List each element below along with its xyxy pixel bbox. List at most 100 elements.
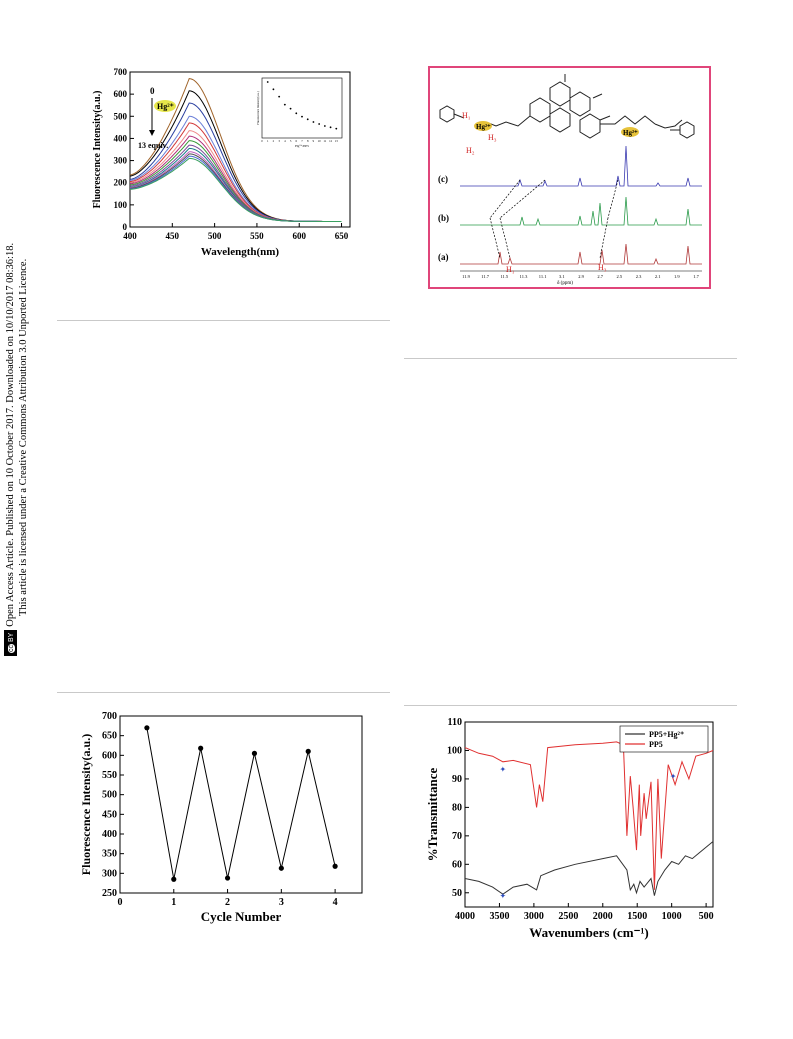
proton-h1-label: H₁: [462, 111, 471, 120]
inset-point: [335, 127, 338, 130]
nmr-tick-label: 3.1: [559, 274, 565, 279]
star-marker-icon: ✦: [500, 765, 507, 774]
license-sidebar: cc BY Open Access Article. Published on 1…: [4, 196, 44, 656]
x-axis-label: Cycle Number: [201, 909, 282, 924]
x-tick-label: 4: [333, 897, 338, 908]
inset-x-tick-label: 8: [307, 139, 309, 143]
nmr-spectrum-line: [460, 196, 702, 226]
inset-x-tick-label: 5: [290, 139, 292, 143]
inset-point: [266, 81, 269, 83]
spectrum-line: [129, 140, 342, 222]
spectrum-label: (b): [438, 213, 449, 223]
y-tick-label: 600: [102, 750, 117, 761]
nmr-tick-label: 11.5: [500, 274, 508, 279]
x-tick-label: 3500: [489, 911, 509, 922]
inset-point: [318, 123, 321, 125]
nmr-axis-label: δ (ppm): [557, 281, 573, 286]
nmr-spectrum-line: [460, 243, 702, 265]
x-tick-label: 500: [699, 911, 714, 922]
inset-x-tick-label: 4: [284, 139, 286, 143]
inset-point: [306, 118, 309, 121]
ir-line-pp5-hg: [464, 841, 714, 896]
cycle-point: [332, 863, 338, 869]
bottom-h3-label: H₃: [598, 263, 607, 272]
x-tick-label: 2500: [558, 911, 578, 922]
cycle-point: [171, 876, 177, 882]
x-axis-label: Wavenumbers (cm⁻¹): [529, 925, 648, 940]
cycle-line: [146, 727, 336, 880]
nmr-ion-label: Hg²⁺: [623, 129, 638, 137]
y-tick-label: 650: [102, 731, 117, 742]
annotation-start: 0: [150, 86, 155, 96]
y-tick-label: 90: [452, 774, 462, 785]
y-tick-label: 500: [114, 111, 128, 121]
inset-x-tick-label: 3: [278, 139, 280, 143]
y-axis-label: %Transmittance: [425, 767, 440, 861]
y-axis-label: Fluorescence Intensity(a.u.): [79, 734, 93, 875]
license-text: cc BY Open Access Article. Published on 1…: [4, 196, 44, 656]
inset-point: [301, 115, 303, 118]
x-tick-label: 2000: [593, 911, 613, 922]
correlation-line: [489, 217, 501, 259]
nmr-tick-label: 1.9: [674, 274, 680, 279]
inset-x-tick-label: 2: [273, 139, 275, 143]
license-line[interactable]: This article is licensed under a Creativ…: [18, 258, 30, 616]
proton-h3-label: H₃: [488, 133, 497, 142]
star-marker-icon: ✦: [500, 892, 507, 901]
y-tick-label: 450: [102, 809, 117, 820]
inset-x-tick-label: 9: [313, 139, 315, 143]
y-tick-label: 100: [114, 200, 128, 210]
correlation-line: [607, 179, 619, 219]
x-tick-label: 450: [166, 231, 180, 241]
nmr-tick-label: 11.3: [520, 274, 528, 279]
inset-x-tick-label: 7: [301, 139, 303, 143]
y-tick-label: 200: [114, 178, 128, 188]
x-tick-label: 550: [250, 231, 264, 241]
cc-by-badge[interactable]: cc BY: [4, 629, 18, 656]
divider-rule: [57, 692, 390, 693]
inset-point: [323, 125, 326, 127]
divider-rule: [404, 358, 737, 359]
proton-h2-label: H₂: [466, 146, 475, 155]
inset-point: [289, 107, 292, 110]
y-tick-label: 500: [102, 790, 117, 801]
nmr-spectra-svg: Hg²⁺ Hg²⁺ H₁ H₂ H₃ (c) (b) (a) 11.9 11.7 11.…: [438, 74, 702, 286]
y-axis-label: Fluorescence Intensity(a.u.): [92, 91, 103, 209]
cycle-point: [305, 748, 311, 754]
spectrum-line: [129, 157, 342, 222]
correlation-line: [489, 179, 521, 219]
inset-point: [283, 103, 286, 106]
hg-ion-badge: [474, 121, 492, 131]
y-tick-label: 50: [452, 888, 462, 899]
x-axis-label: Wavelength(nm): [201, 246, 280, 258]
annotation-ion: Hg²⁺: [157, 102, 174, 111]
inset-point: [312, 121, 315, 123]
x-tick-label: 400: [123, 231, 137, 241]
open-access-line: Open Access Article. Published on 10 Oct…: [5, 242, 16, 627]
divider-rule: [57, 320, 390, 321]
nmr-tick-label: 11.7: [481, 274, 489, 279]
inset-x-tick-label: 0: [261, 139, 263, 143]
y-tick-label: 350: [102, 849, 117, 860]
plot-frame: [464, 721, 714, 908]
x-tick-label: 1500: [627, 911, 647, 922]
inset-x-tick-label: 12: [329, 139, 333, 143]
inset-x-tick-label: 6: [296, 139, 298, 143]
spectrum-label: (a): [438, 252, 449, 262]
divider-rule: [404, 705, 737, 706]
nmr-tick-label: 11.1: [539, 274, 547, 279]
nmr-tick-label: 2.5: [617, 274, 623, 279]
cycle-point: [278, 865, 284, 871]
y-tick-label: 100: [447, 745, 462, 756]
inset-point: [278, 95, 281, 98]
y-tick-label: 400: [102, 829, 117, 840]
x-tick-label: 1: [171, 897, 176, 908]
x-tick-label: 3: [279, 897, 284, 908]
x-tick-label: 650: [335, 231, 349, 241]
nmr-tick-label: 2.7: [597, 274, 603, 279]
y-tick-label: 300: [102, 868, 117, 879]
star-marker-icon: ✦: [670, 772, 677, 781]
ir-line-pp5: [464, 741, 714, 890]
ir-spectra-chart: 4000 3500 3000 2500 2000 1500 1000 500 50 60 70 80 9…: [425, 717, 714, 940]
annotation-end: 13 equiv.: [138, 141, 168, 150]
